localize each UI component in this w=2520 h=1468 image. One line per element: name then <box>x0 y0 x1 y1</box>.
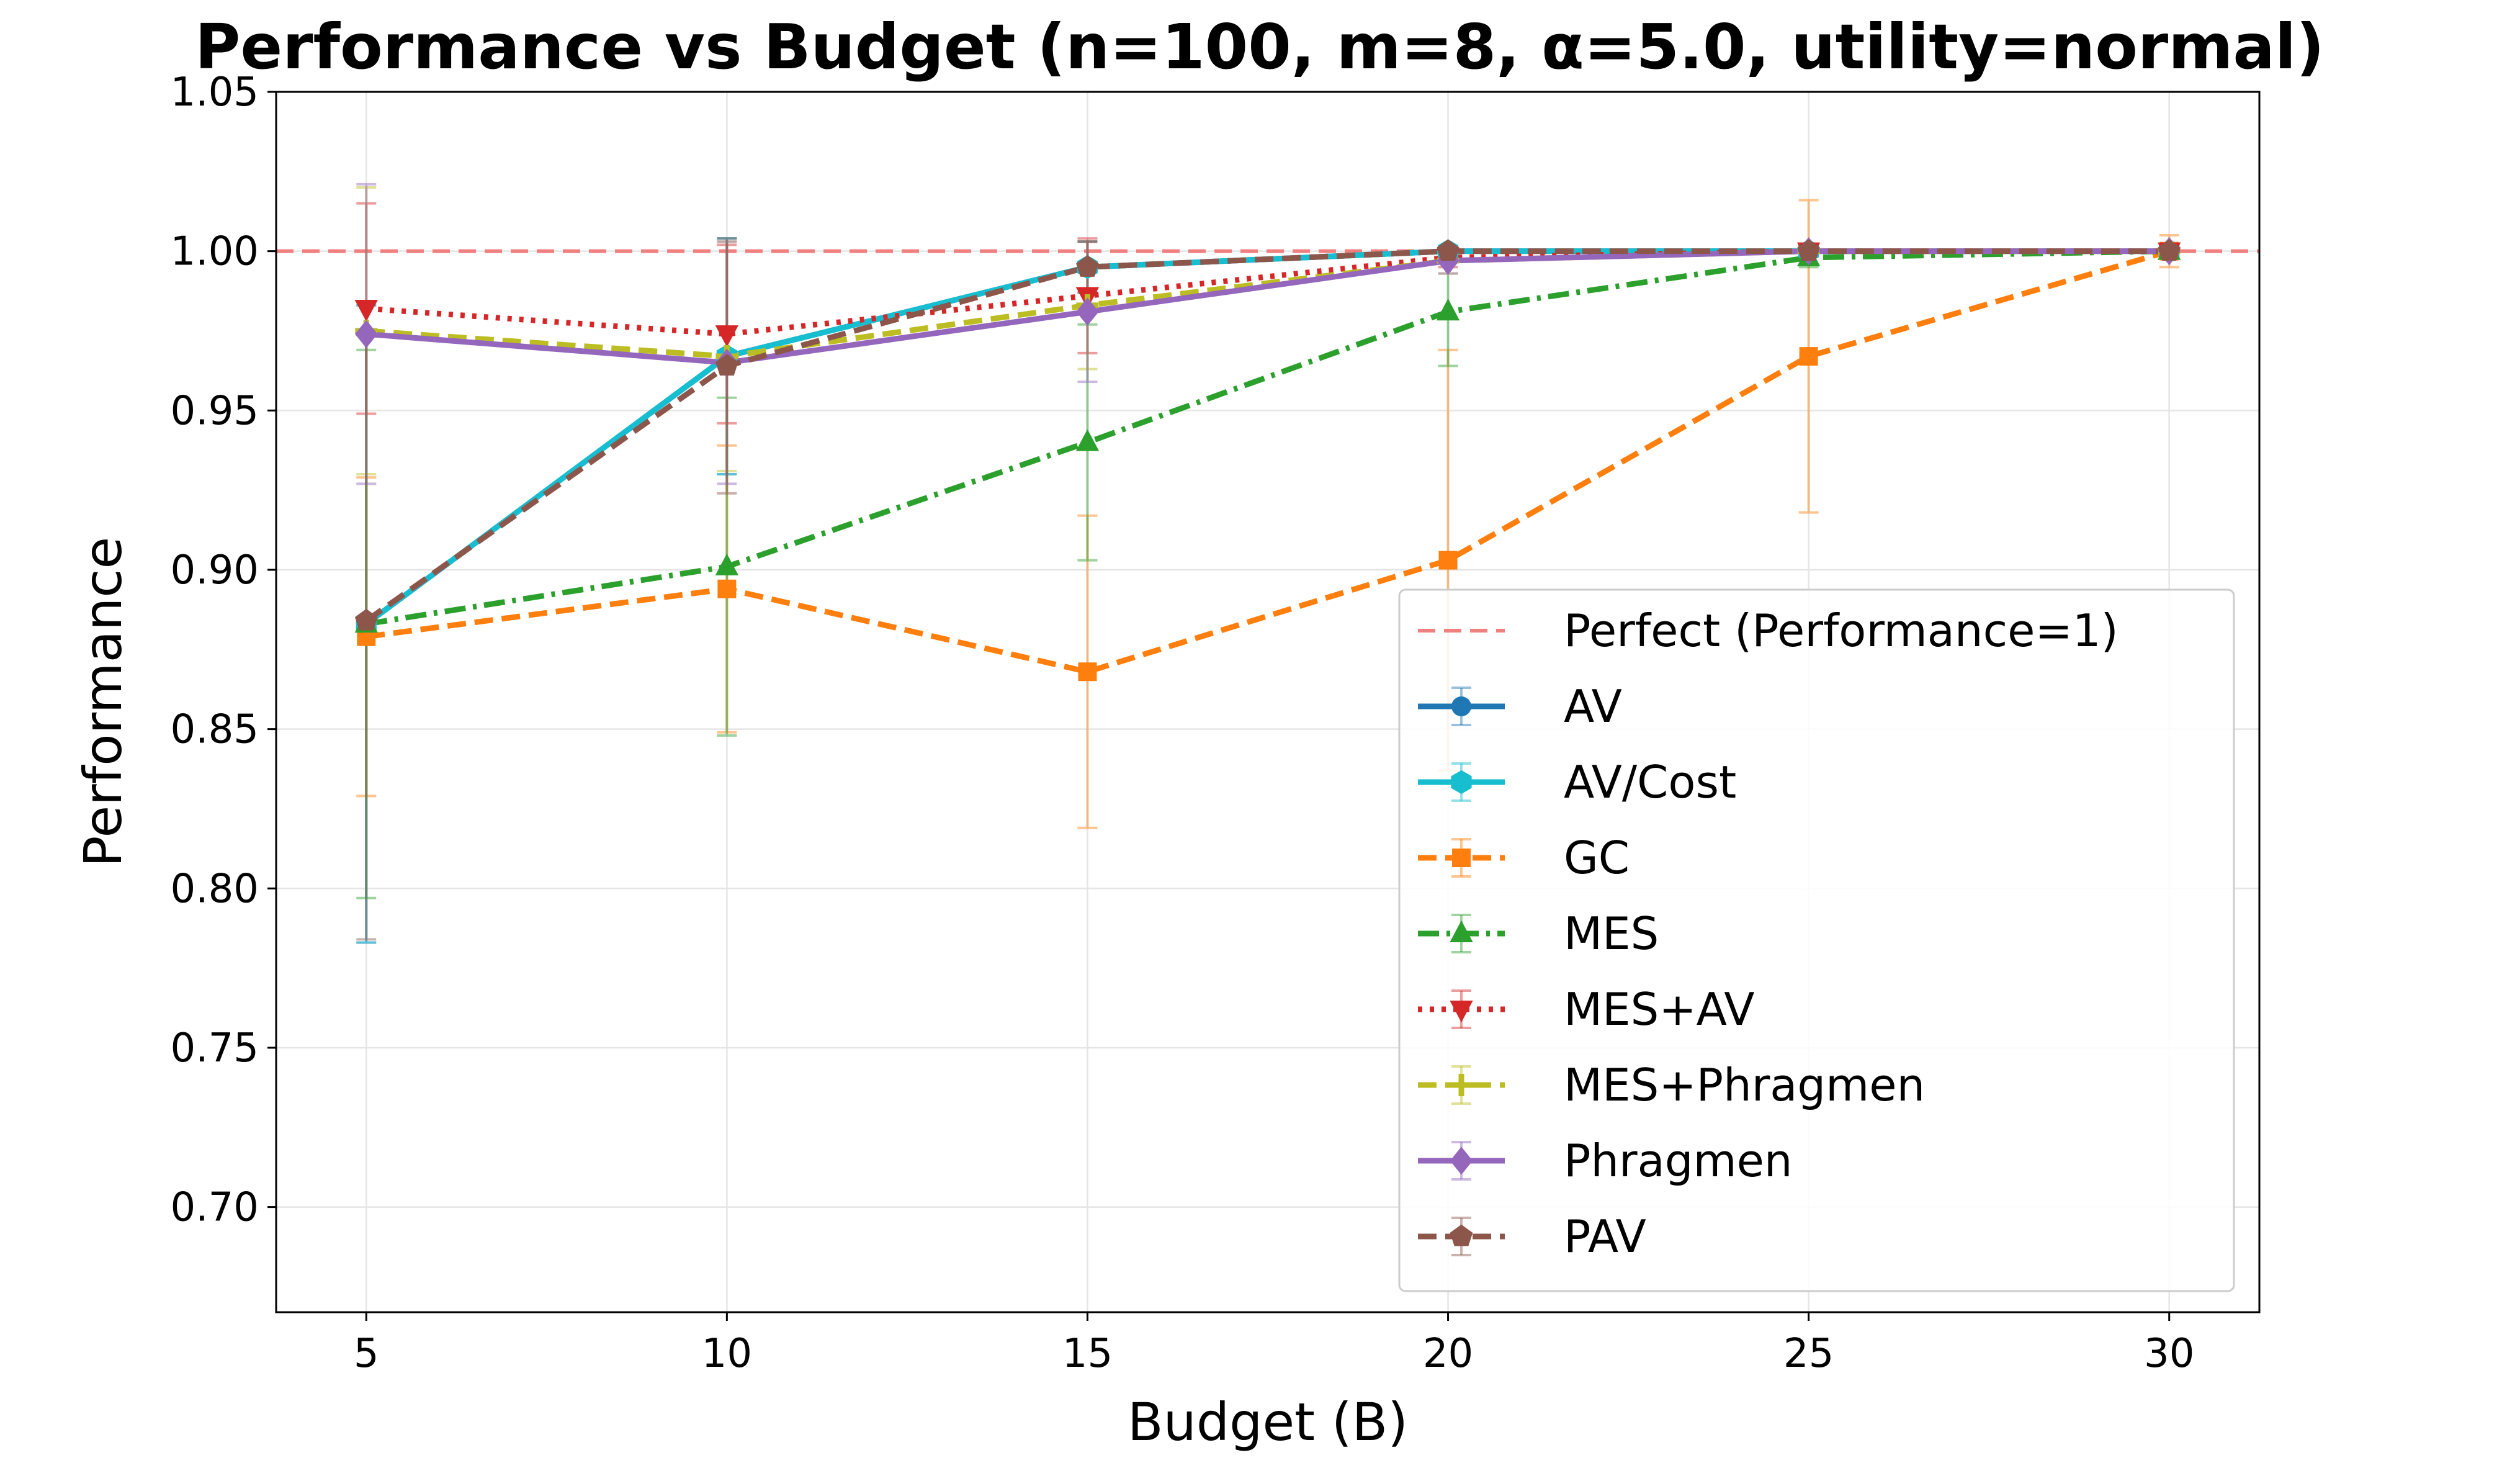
series-lines <box>364 248 2170 675</box>
point-gc <box>1438 551 1458 570</box>
point-pav <box>1076 255 1099 277</box>
legend-marker <box>1451 770 1472 795</box>
y-tick-label: 1.00 <box>171 229 259 275</box>
point-pav <box>715 354 738 376</box>
legend-label: MES+Phragmen <box>1564 1059 1925 1111</box>
point-pav <box>2158 239 2181 261</box>
point-gc <box>1078 662 1097 682</box>
y-tick-label: 0.80 <box>171 866 259 912</box>
point-gc <box>1799 347 1818 366</box>
legend-label: AV <box>1564 680 1622 732</box>
legend-marker <box>1451 696 1471 716</box>
point-pav <box>354 608 378 631</box>
legend-marker <box>1450 1074 1473 1096</box>
legend-box <box>1398 588 2235 1292</box>
series-markers <box>354 237 2181 682</box>
y-tick-label: 0.95 <box>171 388 259 434</box>
legend-label: MES+AV <box>1564 983 1755 1035</box>
point-phragmen <box>354 320 378 348</box>
x-tick-label: 15 <box>1062 1331 1113 1377</box>
point-pav <box>1797 239 1820 261</box>
legend-label: Perfect (Performance=1) <box>1564 605 2119 657</box>
y-tick-label: 0.85 <box>171 707 259 753</box>
y-tick-label: 1.05 <box>171 70 259 115</box>
y-tick-label: 0.70 <box>171 1185 259 1231</box>
x-tick-label: 10 <box>702 1331 752 1377</box>
legend-label: AV/Cost <box>1564 756 1736 808</box>
legend-entry-gc: GC <box>1418 832 1630 884</box>
y-axis-label: Performance <box>73 537 133 867</box>
legend-marker <box>1450 920 1473 942</box>
legend-marker <box>1450 1001 1473 1023</box>
y-tick-label: 0.75 <box>171 1025 259 1071</box>
point-mes <box>1436 299 1460 321</box>
series-line-pav <box>364 248 2169 623</box>
x-tick-label: 25 <box>1783 1331 1834 1377</box>
legend-entry-mes-av: MES+AV <box>1418 983 1755 1035</box>
legend-label: GC <box>1564 832 1630 884</box>
legend-marker <box>1450 1224 1473 1246</box>
legend-label: PAV <box>1564 1210 1646 1263</box>
x-tick-label: 5 <box>354 1331 379 1377</box>
point-mes-av <box>354 300 378 322</box>
x-tick-label: 30 <box>2144 1331 2194 1377</box>
legend-entry-pav: PAV <box>1418 1210 1646 1263</box>
chart-title: Performance vs Budget (n=100, m=8, α=5.0… <box>195 11 2325 83</box>
legend-entry-av-cost: AV/Cost <box>1418 756 1736 808</box>
x-axis-label: Budget (B) <box>1128 1392 1408 1452</box>
legend-marker <box>1452 849 1471 867</box>
legend-label: MES <box>1564 907 1659 960</box>
point-gc <box>717 579 737 598</box>
series-line-mes <box>365 248 2169 627</box>
legend-entry-av: AV <box>1418 680 1622 732</box>
legend-label: Phragmen <box>1564 1135 1793 1187</box>
series-line-gc <box>365 248 2170 675</box>
legend-entry-perfect-performance-1-: Perfect (Performance=1) <box>1418 605 2119 657</box>
point-mes <box>715 553 739 575</box>
legend-entry-phragmen: Phragmen <box>1418 1135 1793 1187</box>
legend-entry-mes-phragmen: MES+Phragmen <box>1418 1059 1925 1111</box>
point-phragmen <box>1076 297 1099 326</box>
axis-ticks: 5 10 15 20 25 30 0.70 0.75 0.80 0.85 0.90 0.95 1.00 1… <box>171 70 2195 1377</box>
y-tick-label: 0.90 <box>171 547 259 593</box>
point-pav <box>1437 239 1460 261</box>
legend: Perfect (Performance=1) AV AV/Cost GC MES MES… <box>1398 588 2235 1292</box>
plot-frame <box>275 91 2261 1313</box>
point-mes <box>1075 429 1100 451</box>
legend-marker <box>1450 1146 1473 1175</box>
legend-entry-mes: MES <box>1418 907 1659 960</box>
x-tick-label: 20 <box>1423 1331 1473 1377</box>
point-mes-av <box>715 325 739 348</box>
